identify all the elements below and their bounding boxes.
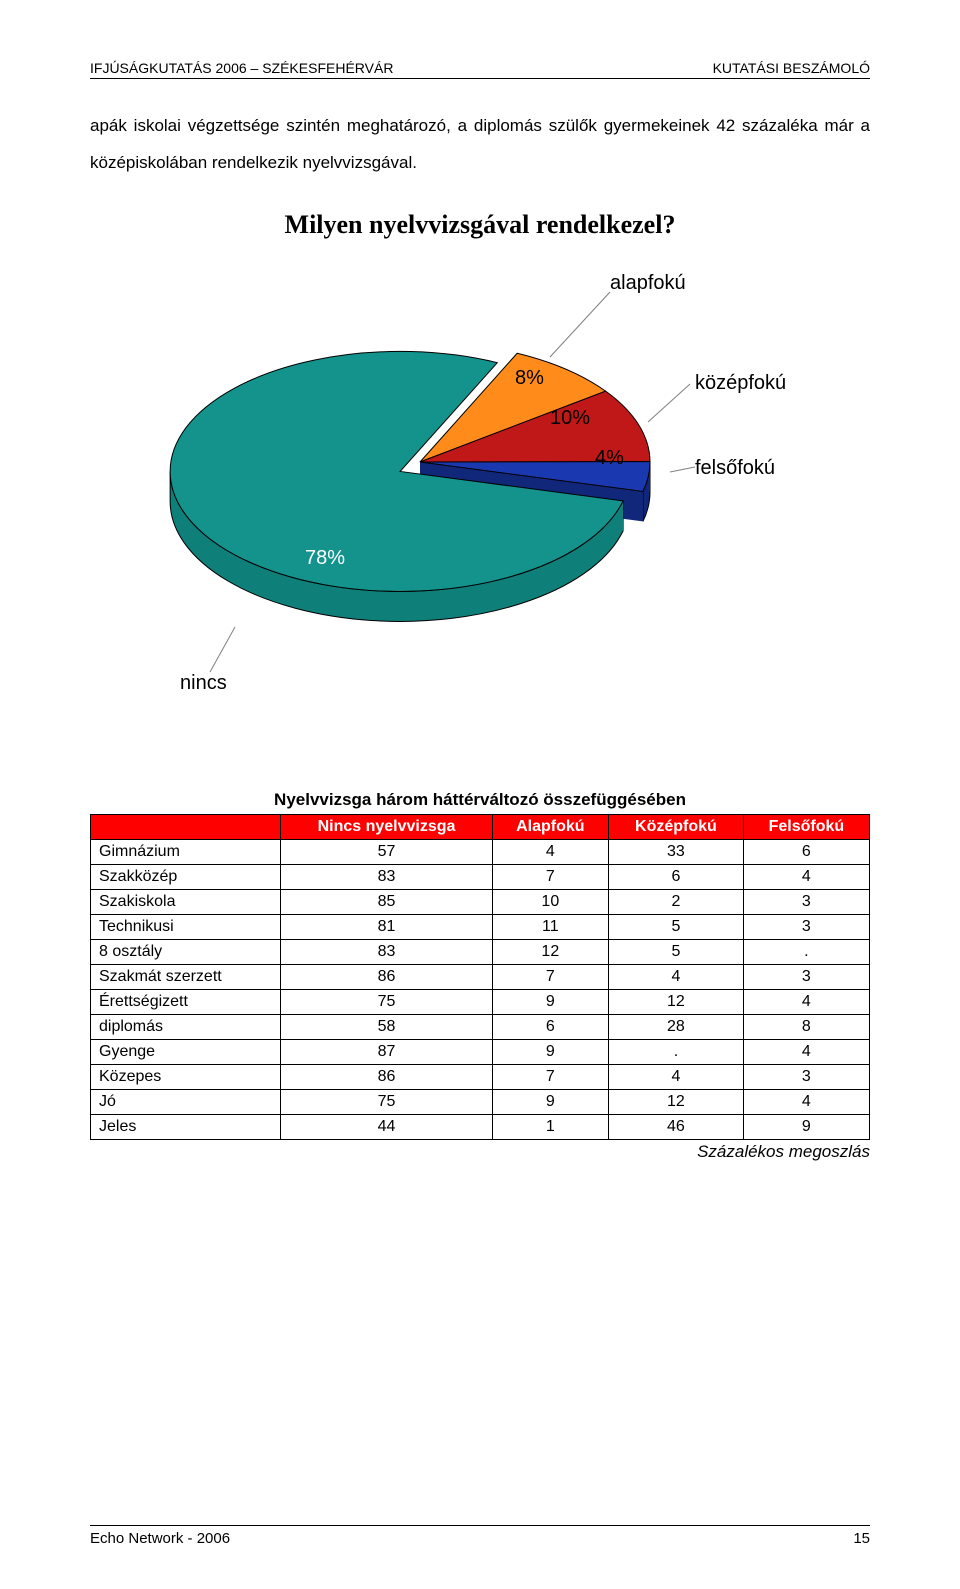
table-row-label: Jó [91,1089,281,1114]
table-cell: 85 [281,889,492,914]
table-row-label: diplomás [91,1014,281,1039]
table-cell: 75 [281,1089,492,1114]
table-cell: 3 [743,964,869,989]
intro-paragraph: apák iskolai végzettsége szintén meghatá… [90,107,870,182]
table-cell: 7 [492,964,609,989]
footer-left: Echo Network - 2006 [90,1530,230,1547]
table-row-label: Jeles [91,1114,281,1139]
footer-page-number: 15 [853,1530,870,1547]
table-cell: 12 [492,939,609,964]
data-table: Nincs nyelvvizsgaAlapfokúKözépfokúFelsőf… [90,814,870,1140]
table-cell: 57 [281,839,492,864]
table-cell: 7 [492,1064,609,1089]
table-header-cell: Felsőfokú [743,814,869,839]
table-cell: 12 [609,989,744,1014]
table-cell: 86 [281,964,492,989]
table-row: Közepes86743 [91,1064,870,1089]
table-cell: 46 [609,1114,744,1139]
table-row-label: 8 osztály [91,939,281,964]
table-cell: 87 [281,1039,492,1064]
table-cell: 4 [743,1089,869,1114]
table-cell: 8 [743,1014,869,1039]
header-right: KUTATÁSI BESZÁMOLÓ [713,60,870,76]
table-row-label: Gimnázium [91,839,281,864]
table-cell: 3 [743,889,869,914]
table-cell: 3 [743,1064,869,1089]
table-cell: 9 [492,1089,609,1114]
table-row: Érettségizett759124 [91,989,870,1014]
table-row: Technikusi811153 [91,914,870,939]
table-cell: 6 [743,839,869,864]
table-cell: . [743,939,869,964]
table-row-label: Szakmát szerzett [91,964,281,989]
table-title: Nyelvvizsga három háttérváltozó összefüg… [90,790,870,810]
chart-pct-78: 78% [305,547,345,570]
table-row: Szakmát szerzett86743 [91,964,870,989]
table-cell: 28 [609,1014,744,1039]
table-cell: 6 [492,1014,609,1039]
table-cell: 33 [609,839,744,864]
table-row: Gimnázium574336 [91,839,870,864]
table-row: Jeles441469 [91,1114,870,1139]
chart-label-kozepfoku: középfokú [695,372,786,395]
table-header-cell: Középfokú [609,814,744,839]
table-cell: 5 [609,939,744,964]
chart-title: Milyen nyelvvizsgával rendelkezel? [90,210,870,240]
table-cell: 44 [281,1114,492,1139]
table-cell: 7 [492,864,609,889]
table-cell: 1 [492,1114,609,1139]
chart-pct-4: 4% [595,447,624,470]
table-header-cell [91,814,281,839]
table-row-label: Szakközép [91,864,281,889]
table-cell: 4 [743,1039,869,1064]
pie-chart-svg [140,262,820,742]
table-row: Szakközép83764 [91,864,870,889]
table-cell: 58 [281,1014,492,1039]
table-row: diplomás586288 [91,1014,870,1039]
table-row: Jó759124 [91,1089,870,1114]
table-cell: 10 [492,889,609,914]
page: IFJÚSÁGKUTATÁS 2006 – SZÉKESFEHÉRVÁR KUT… [0,0,960,1589]
chart-label-felsofoku: felsőfokú [695,457,775,480]
chart-pct-8: 8% [515,367,544,390]
table-row: Szakiskola851023 [91,889,870,914]
page-footer: Echo Network - 2006 15 [90,1525,870,1547]
table-cell: . [609,1039,744,1064]
table-cell: 4 [609,1064,744,1089]
chart-pct-10: 10% [550,407,590,430]
table-row-label: Gyenge [91,1039,281,1064]
table-cell: 9 [492,1039,609,1064]
table-footnote: Százalékos megoszlás [90,1142,870,1162]
table-cell: 11 [492,914,609,939]
table-cell: 2 [609,889,744,914]
chart-label-nincs: nincs [180,672,227,695]
table-cell: 83 [281,864,492,889]
table-row-label: Technikusi [91,914,281,939]
table-cell: 6 [609,864,744,889]
table-row: 8 osztály83125. [91,939,870,964]
table-row-label: Közepes [91,1064,281,1089]
table-cell: 86 [281,1064,492,1089]
chart-label-alapfoku: alapfokú [610,272,686,295]
table-cell: 4 [609,964,744,989]
table-cell: 4 [492,839,609,864]
table-row: Gyenge879.4 [91,1039,870,1064]
table-cell: 75 [281,989,492,1014]
table-cell: 83 [281,939,492,964]
table-cell: 3 [743,914,869,939]
pie-chart: alapfokú középfokú felsőfokú nincs 8% 10… [140,262,820,742]
table-cell: 12 [609,1089,744,1114]
page-header: IFJÚSÁGKUTATÁS 2006 – SZÉKESFEHÉRVÁR KUT… [90,60,870,79]
table-row-label: Szakiskola [91,889,281,914]
table-row-label: Érettségizett [91,989,281,1014]
table-cell: 81 [281,914,492,939]
table-cell: 9 [743,1114,869,1139]
table-header-cell: Nincs nyelvvizsga [281,814,492,839]
table-header-cell: Alapfokú [492,814,609,839]
table-cell: 4 [743,864,869,889]
table-cell: 4 [743,989,869,1014]
table-cell: 9 [492,989,609,1014]
header-left: IFJÚSÁGKUTATÁS 2006 – SZÉKESFEHÉRVÁR [90,60,393,76]
table-cell: 5 [609,914,744,939]
